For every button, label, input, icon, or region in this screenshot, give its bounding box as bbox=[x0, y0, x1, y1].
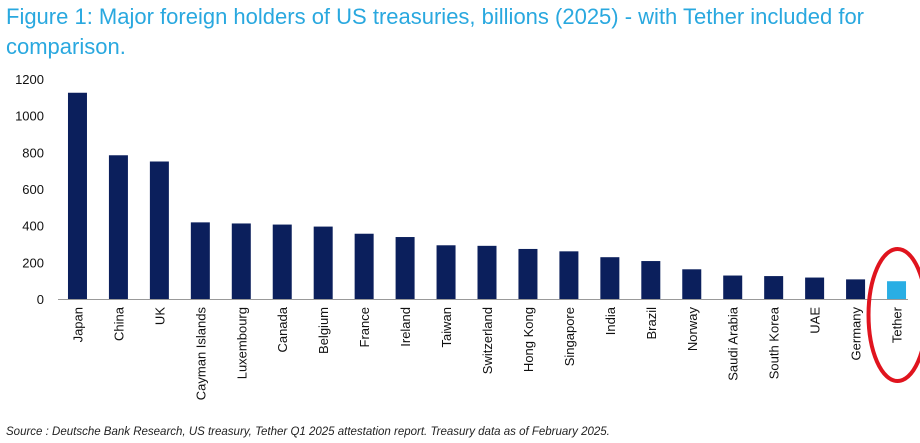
bar-brazil bbox=[641, 261, 661, 299]
tether-highlight-circle bbox=[866, 247, 920, 383]
bar-germany bbox=[846, 279, 866, 299]
source-note: Source : Deutsche Bank Research, US trea… bbox=[6, 426, 610, 438]
bar-cayman-islands bbox=[190, 222, 210, 299]
x-tick-label: Taiwan bbox=[439, 307, 454, 347]
x-tick-label: UAE bbox=[808, 307, 823, 334]
chart-title: Figure 1: Major foreign holders of US tr… bbox=[6, 4, 864, 59]
x-tick-label: Canada bbox=[275, 306, 290, 352]
bar-luxembourg bbox=[231, 223, 251, 299]
bar-singapore bbox=[559, 251, 579, 299]
bar-norway bbox=[682, 269, 702, 299]
x-tick-label: South Korea bbox=[767, 306, 782, 379]
bar-canada bbox=[272, 224, 292, 299]
x-tick-label: Brazil bbox=[644, 307, 659, 340]
bar-hong-kong bbox=[518, 248, 538, 299]
bar-ireland bbox=[395, 237, 415, 299]
y-tick-label: 1200 bbox=[15, 72, 44, 87]
bars bbox=[67, 92, 907, 299]
x-tick-label: India bbox=[603, 306, 618, 335]
x-tick-label: Saudi Arabia bbox=[726, 306, 741, 380]
bar-south-korea bbox=[764, 276, 784, 299]
x-tick-label: Hong Kong bbox=[521, 307, 536, 372]
bar-switzerland bbox=[477, 245, 497, 299]
bar-india bbox=[600, 257, 620, 299]
x-tick-label: Norway bbox=[685, 307, 700, 352]
y-tick-label: 800 bbox=[22, 145, 44, 160]
y-tick-label: 0 bbox=[37, 292, 44, 307]
bar-saudi-arabia bbox=[723, 275, 743, 299]
x-tick-label: Luxembourg bbox=[234, 307, 249, 379]
x-tick-label: Tether bbox=[890, 306, 905, 343]
bar-china bbox=[108, 155, 128, 299]
x-tick-label: Ireland bbox=[398, 307, 413, 347]
bar-uae bbox=[805, 277, 825, 299]
x-tick-label: China bbox=[111, 306, 126, 341]
bar-tether bbox=[887, 281, 907, 299]
x-tick-label: France bbox=[357, 307, 372, 347]
x-tick-label: Singapore bbox=[562, 307, 577, 366]
y-axis: 0 200 400 600 800 1000 1200 bbox=[15, 72, 44, 307]
x-tick-label: UK bbox=[152, 307, 167, 325]
bar-japan bbox=[67, 92, 87, 299]
bar-belgium bbox=[313, 226, 333, 299]
y-tick-label: 1000 bbox=[15, 109, 44, 124]
y-tick-label: 400 bbox=[22, 219, 44, 234]
x-tick-label: Japan bbox=[70, 307, 85, 342]
x-tick-label: Switzerland bbox=[480, 307, 495, 374]
x-tick-label: Cayman Islands bbox=[193, 307, 208, 401]
bar-france bbox=[354, 233, 374, 299]
bar-taiwan bbox=[436, 245, 456, 299]
y-tick-label: 600 bbox=[22, 182, 44, 197]
x-tick-label: Belgium bbox=[316, 307, 331, 354]
x-tick-label: Germany bbox=[849, 307, 864, 361]
x-axis-labels: Japan China UK Cayman Islands Luxembourg Cana… bbox=[70, 306, 904, 400]
bar-uk bbox=[149, 161, 169, 299]
y-tick-label: 200 bbox=[22, 255, 44, 270]
